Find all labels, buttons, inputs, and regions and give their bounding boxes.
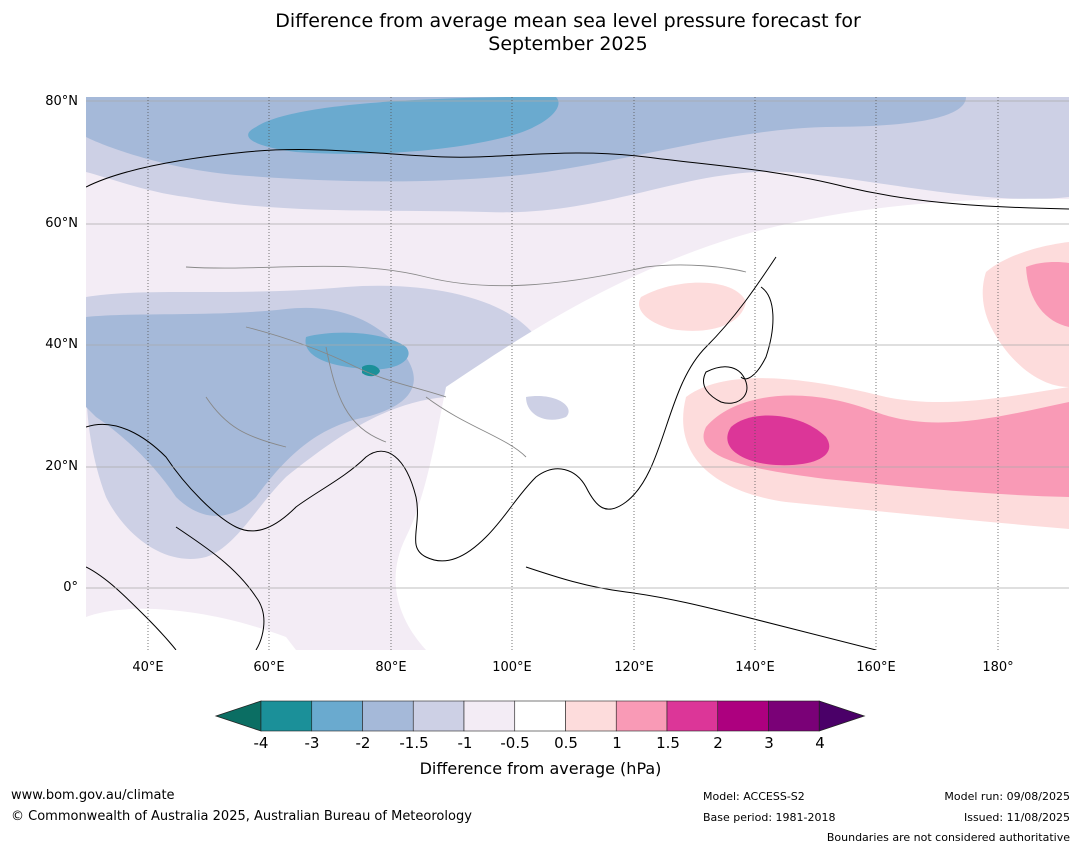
lon-label-180: 180° [982,660,1014,675]
colorbar-segment [666,700,719,732]
colorbar-tick: -0.5 [500,734,530,752]
graticule [86,97,1069,650]
lon-label-160e: 160°E [856,660,896,675]
lon-label-120e: 120°E [614,660,654,675]
footer-url[interactable]: www.bom.gov.au/climate [11,788,175,803]
chart-title: Difference from average mean sea level p… [0,10,1081,56]
lon-label-140e: 140°E [735,660,775,675]
colorbar-segment [311,700,363,732]
colorbar-tick: 4 [815,734,825,752]
colorbar-label: Difference from average (hPa) [419,759,662,778]
colorbar-segment [768,700,820,732]
colorbar-extend-low [214,700,262,732]
anomaly-tibet-peak [362,364,380,377]
colorbar-extend-high [818,700,866,732]
footer-issued: Issued: 11/08/2025 [963,811,1070,824]
anomaly-arctic-strong [248,97,559,154]
lat-label-20n: 20°N [45,459,78,474]
title-line-1: Difference from average mean sea level p… [275,10,861,32]
anomaly-north-pacific-mid [1026,262,1069,327]
lon-label-100e: 100°E [492,660,532,675]
colorbar-tick: -4 [253,734,269,752]
lat-label-40n: 40°N [45,337,78,352]
lon-label-40e: 40°E [132,660,164,675]
title-line-2: September 2025 [488,33,648,55]
colorbar-tick: 2 [713,734,723,752]
colorbar-tick: -2 [355,734,371,752]
country-boundaries [185,264,747,458]
colorbar-segment [362,700,414,732]
colorbar-tick: -1.5 [399,734,429,752]
colorbar-tick: 0.5 [554,734,578,752]
footer-copyright: © Commonwealth of Australia 2025, Austra… [11,809,472,824]
anomaly-japan-sea-positive [639,282,746,331]
footer-model-run: Model run: 09/08/2025 [944,790,1070,803]
lat-label-80n: 80°N [45,94,78,109]
colorbar-segment [514,700,566,732]
lon-label-60e: 60°E [253,660,285,675]
colorbar-tick: -1 [457,734,473,752]
lon-label-80e: 80°E [375,660,407,675]
lat-label-60n: 60°N [45,216,78,231]
lat-label-0: 0° [63,580,78,595]
map-panel [86,97,1069,650]
colorbar-segment [463,700,516,732]
anomaly-pacific-peak [727,415,830,466]
colorbar-segment [260,700,313,732]
footer-model: Model: ACCESS-S2 [703,790,805,803]
colorbar-tick: 1 [612,734,622,752]
pressure-anomaly-map [86,97,1069,650]
anomaly-bay-patch [526,396,569,420]
colorbar-tick: 1.5 [656,734,680,752]
colorbar-tick: 3 [764,734,774,752]
colorbar-segment [412,700,465,732]
anomaly-tibet-strong [305,332,409,370]
coastlines [86,149,1069,650]
colorbar-segment [565,700,617,732]
colorbar-segment [717,700,769,732]
footer-disclaimer: Boundaries are not considered authoritat… [826,831,1070,844]
colorbar-tick: -3 [304,734,320,752]
anomaly-neutral-west [86,608,296,650]
colorbar [214,700,866,732]
colorbar-segment [615,700,668,732]
footer-base-period: Base period: 1981-2018 [703,811,836,824]
